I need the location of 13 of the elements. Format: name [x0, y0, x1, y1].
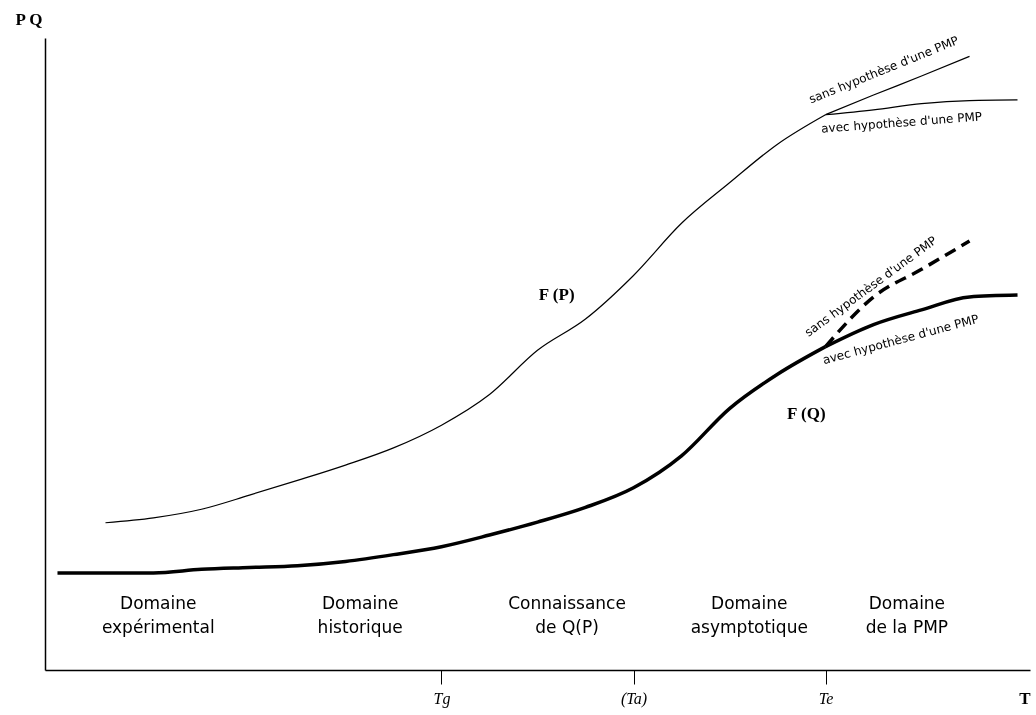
annotation: Domaine asymptotique [690, 593, 808, 637]
y-axis-title: P Q [15, 9, 43, 29]
x-axis-title: T [1019, 688, 1032, 708]
annotation: Domaine de la PMP [865, 593, 949, 637]
series-label: F (Q) [787, 404, 826, 424]
x-tick-label: Tg [433, 689, 451, 708]
series-label: F (P) [538, 285, 575, 305]
series-label: avec hypothèse d'une PMP [820, 109, 983, 136]
annotation: Domaine historique [317, 593, 403, 637]
annotation: Domaine expérimental [101, 593, 215, 637]
x-tick-label: Te [818, 689, 834, 707]
x-tick-label: (Ta) [620, 689, 648, 708]
annotation: Connaissance de Q(P) [508, 593, 626, 637]
